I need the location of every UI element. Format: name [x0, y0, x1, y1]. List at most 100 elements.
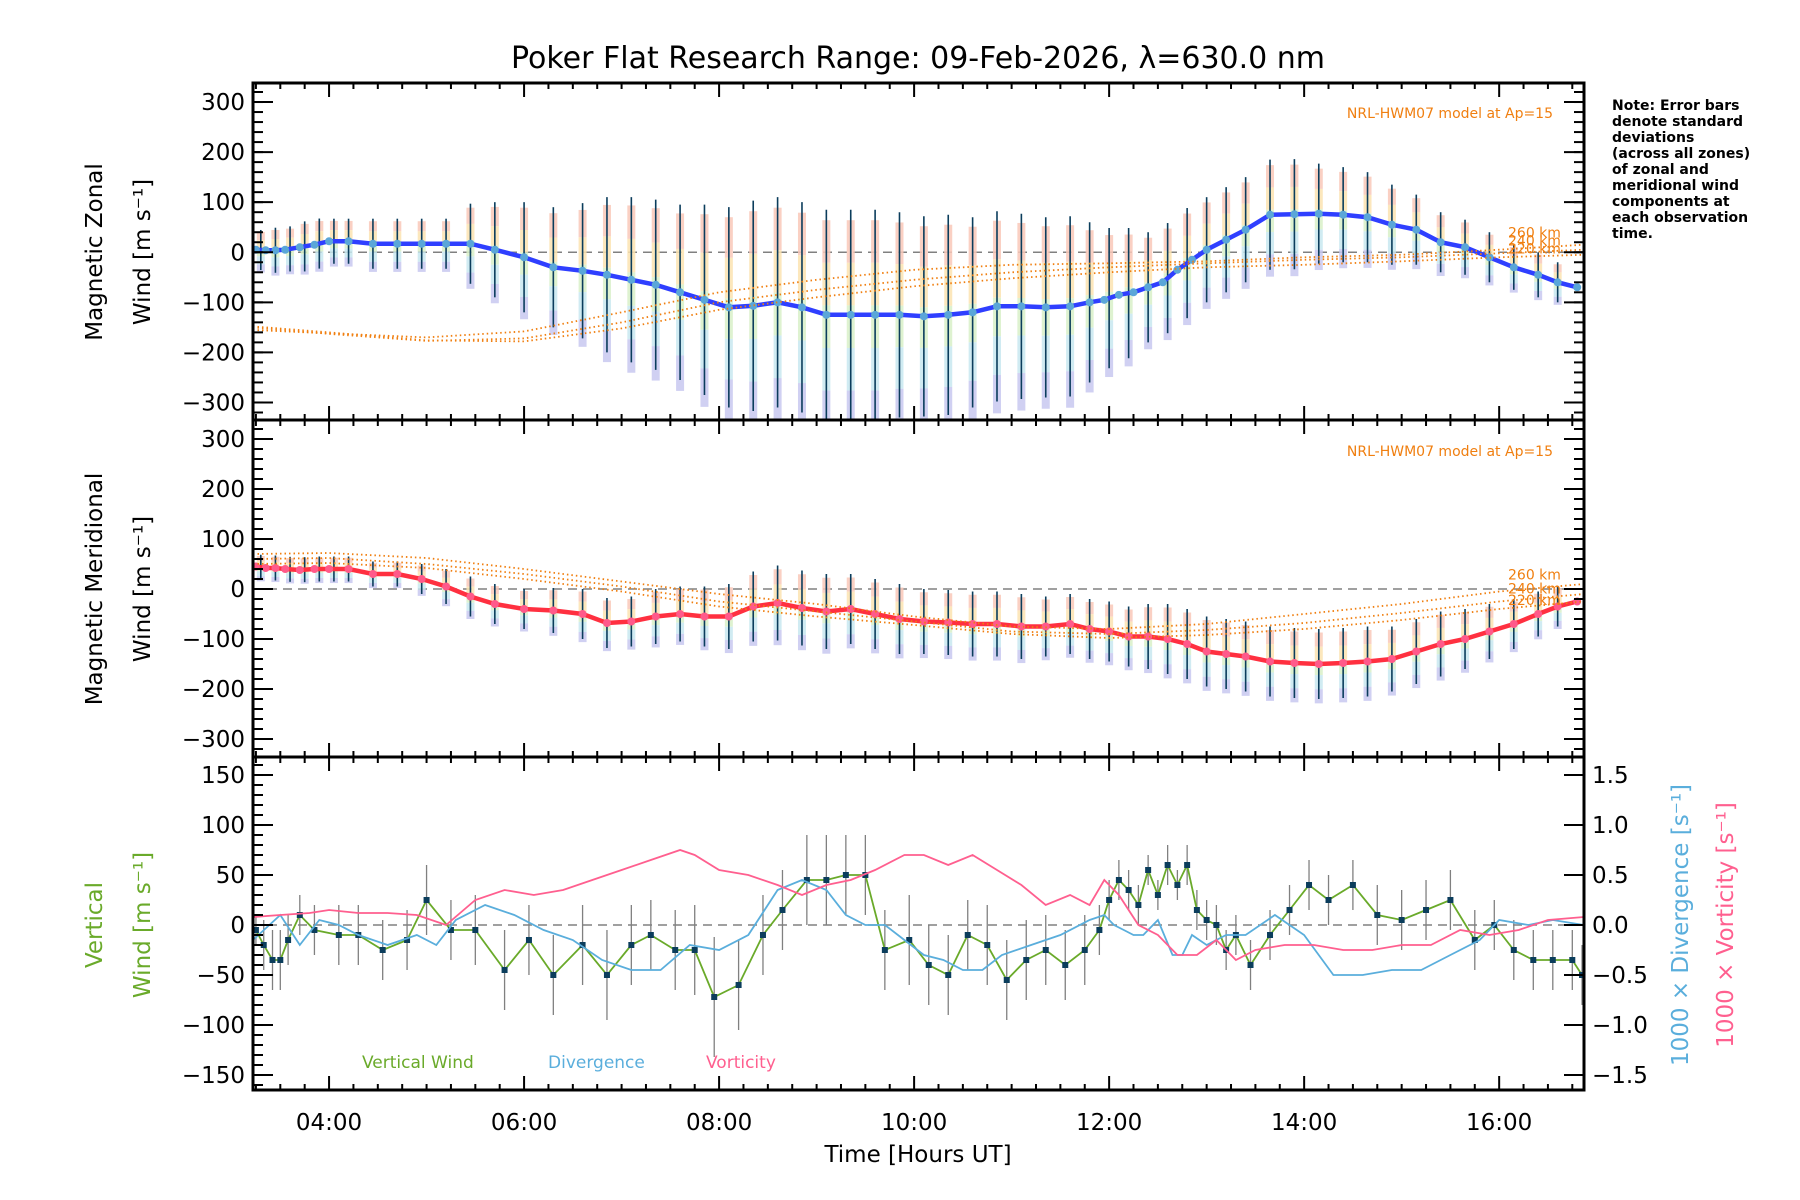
data-point [1534, 270, 1543, 279]
data-point [1154, 892, 1161, 898]
data-point [691, 947, 698, 953]
data-point [393, 570, 402, 578]
data-point [1290, 659, 1299, 667]
data-point [344, 565, 353, 573]
data-point [261, 564, 270, 572]
series-line-model-240-km [253, 557, 1584, 635]
series-line-divergence [253, 879, 1584, 976]
data-point [871, 310, 880, 319]
data-point [1398, 917, 1405, 923]
data-point [1017, 302, 1026, 311]
data-point [1573, 283, 1582, 292]
y-tick-label: 200 [201, 140, 245, 166]
series-line-model-240-km [253, 248, 1584, 342]
x-tick-label: 06:00 [491, 1110, 557, 1136]
data-point [578, 610, 587, 618]
data-point [1041, 303, 1050, 312]
data-point [647, 932, 654, 938]
data-point [1222, 650, 1231, 658]
data-point [490, 600, 499, 608]
data-point [1286, 907, 1293, 913]
altitude-label: 240 km [1508, 582, 1561, 598]
data-point [1485, 627, 1494, 636]
note-line: (across all zones) [1612, 146, 1750, 162]
data-point [269, 957, 276, 963]
data-point [1267, 932, 1274, 938]
y-tick-label: 100 [201, 190, 245, 216]
note-line: meridional wind [1612, 178, 1739, 194]
note-line: time. [1612, 226, 1653, 242]
data-point [919, 617, 928, 626]
data-point [1085, 298, 1094, 307]
x-tick-label: 04:00 [296, 1110, 362, 1136]
panel-content [253, 159, 1584, 420]
data-point [310, 565, 319, 573]
data-point [368, 239, 377, 248]
data-point [520, 253, 529, 262]
data-point [846, 310, 855, 319]
data-point [724, 612, 733, 621]
data-point [295, 566, 304, 574]
data-point [1114, 290, 1123, 299]
data-point [1174, 882, 1181, 888]
data-point [472, 927, 479, 933]
y-tick-label: 200 [201, 477, 245, 503]
data-point [1534, 610, 1543, 618]
data-point [1042, 947, 1049, 953]
data-point [1066, 620, 1075, 628]
data-point [676, 610, 685, 618]
note-line: Note: Error bars [1612, 98, 1739, 114]
altitude-label: 240 km [1508, 233, 1561, 249]
data-point [895, 615, 904, 623]
data-point [344, 237, 353, 246]
data-point [281, 565, 290, 573]
data-point [1115, 877, 1122, 883]
x-tick-label: 16:00 [1466, 1110, 1532, 1136]
data-point [992, 302, 1001, 311]
data-point [1066, 302, 1075, 311]
x-tick-label: 12:00 [1076, 1110, 1142, 1136]
note-line: components at [1612, 194, 1730, 210]
y-tick-label: −150 [182, 1063, 245, 1089]
panel-frame [251, 81, 1586, 422]
data-point [277, 957, 284, 963]
data-point [1363, 213, 1372, 222]
y-tick-label: −100 [182, 290, 245, 316]
data-point [1023, 957, 1030, 963]
y2-tick-label: 0.5 [1592, 863, 1629, 889]
y2-tick-label: −1.5 [1592, 1063, 1648, 1089]
note-line: deviations [1612, 130, 1694, 146]
altitude-label: 260 km [1508, 226, 1561, 242]
data-point [1510, 947, 1517, 953]
data-point [404, 937, 411, 943]
data-point [1314, 209, 1323, 218]
series-line-model-260-km [253, 243, 1584, 339]
data-point [1105, 627, 1114, 636]
series-line-vorticity [253, 849, 1584, 962]
data-point [379, 947, 386, 953]
meridional-ylabel: Magnetic Meridional Wind [m s⁻¹] [82, 473, 156, 706]
data-point [311, 927, 318, 933]
data-point [749, 301, 758, 310]
data-point [944, 310, 953, 319]
data-point [1144, 632, 1153, 641]
data-point [296, 912, 303, 918]
data-point [871, 610, 880, 618]
data-point [1374, 912, 1381, 918]
note-line: of zonal and [1612, 162, 1709, 178]
data-point [602, 270, 611, 279]
data-point [1124, 632, 1133, 641]
data-point [466, 592, 475, 601]
data-point [368, 570, 377, 578]
y-tick-label: −100 [182, 1013, 245, 1039]
data-point [735, 982, 742, 988]
data-point [1485, 253, 1494, 262]
data-point [501, 967, 508, 973]
legend-divergence: Divergence [548, 1053, 645, 1073]
y-tick-label: 0 [230, 240, 245, 266]
y-tick-label: 100 [201, 813, 245, 839]
data-point [1213, 922, 1220, 928]
data-point [803, 877, 810, 883]
